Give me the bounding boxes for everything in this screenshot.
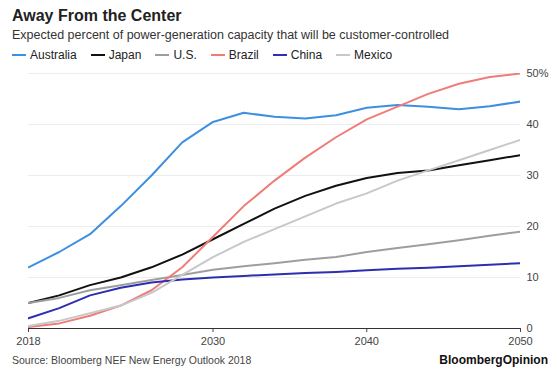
svg-text:20: 20	[527, 220, 539, 232]
html-text:Australia: Australia	[30, 48, 77, 62]
html-text:Expected percent of power-gene: Expected percent of power-generation cap…	[12, 28, 449, 42]
html-text:Mexico: Mexico	[354, 48, 393, 62]
svg-text:40: 40	[527, 118, 539, 130]
svg-text:10: 10	[527, 271, 539, 283]
svg-text:2018: 2018	[16, 335, 40, 347]
html-text:U.S.: U.S.	[173, 48, 197, 62]
svg-text:2050: 2050	[508, 335, 532, 347]
svg-text:2040: 2040	[355, 335, 379, 347]
html-text:BloombergOpinion: BloombergOpinion	[439, 353, 548, 367]
svg-text:2030: 2030	[201, 335, 225, 347]
html-text:China: China	[290, 48, 323, 62]
svg-text:30: 30	[527, 169, 539, 181]
svg-text:50%: 50%	[527, 67, 549, 79]
html-text:Away From the Center: Away From the Center	[12, 7, 182, 24]
html-text:Brazil: Brazil	[228, 48, 259, 62]
html-text:Source: Bloomberg NEF New Ener: Source: Bloomberg NEF New Energy Outlook…	[12, 354, 252, 366]
svg-text:0: 0	[527, 322, 533, 334]
html-text:Japan: Japan	[108, 48, 142, 62]
